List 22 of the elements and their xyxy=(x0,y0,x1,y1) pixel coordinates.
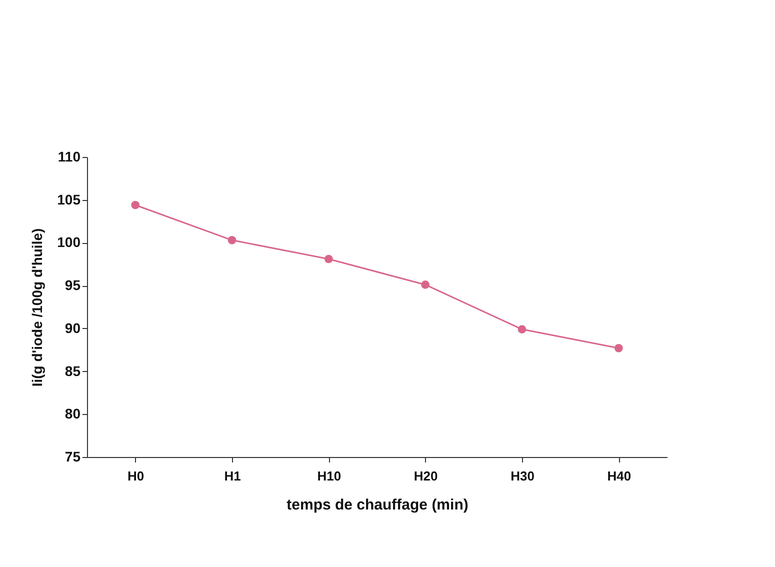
y-tick-label: 100 xyxy=(57,234,81,250)
y-tick-label: 85 xyxy=(64,362,81,379)
point xyxy=(421,280,430,289)
x-tick-label: H0 xyxy=(128,468,144,484)
y-tick-label: 90 xyxy=(64,320,81,336)
point xyxy=(518,325,526,334)
y-tick-label: 105 xyxy=(57,191,81,208)
point xyxy=(131,200,140,210)
y-axis-title: Ii(g d'iode /100g d'huile) xyxy=(29,228,46,387)
y-tick-label: 75 xyxy=(64,448,81,464)
y-tick-label: 80 xyxy=(64,406,81,422)
point xyxy=(324,254,333,264)
x-tick-label: H30 xyxy=(510,468,534,484)
x-tick-label: H40 xyxy=(607,468,632,484)
x-tick-label: H1 xyxy=(224,468,241,484)
y-tick-label: 110 xyxy=(58,148,81,164)
point xyxy=(614,344,623,352)
y-tick-label: 95 xyxy=(64,277,81,294)
x-tick-label: H20 xyxy=(414,468,438,484)
x-tick-label: H10 xyxy=(317,468,342,484)
point xyxy=(228,236,236,244)
x-axis-title: temps de chauffage (min) xyxy=(286,496,468,514)
